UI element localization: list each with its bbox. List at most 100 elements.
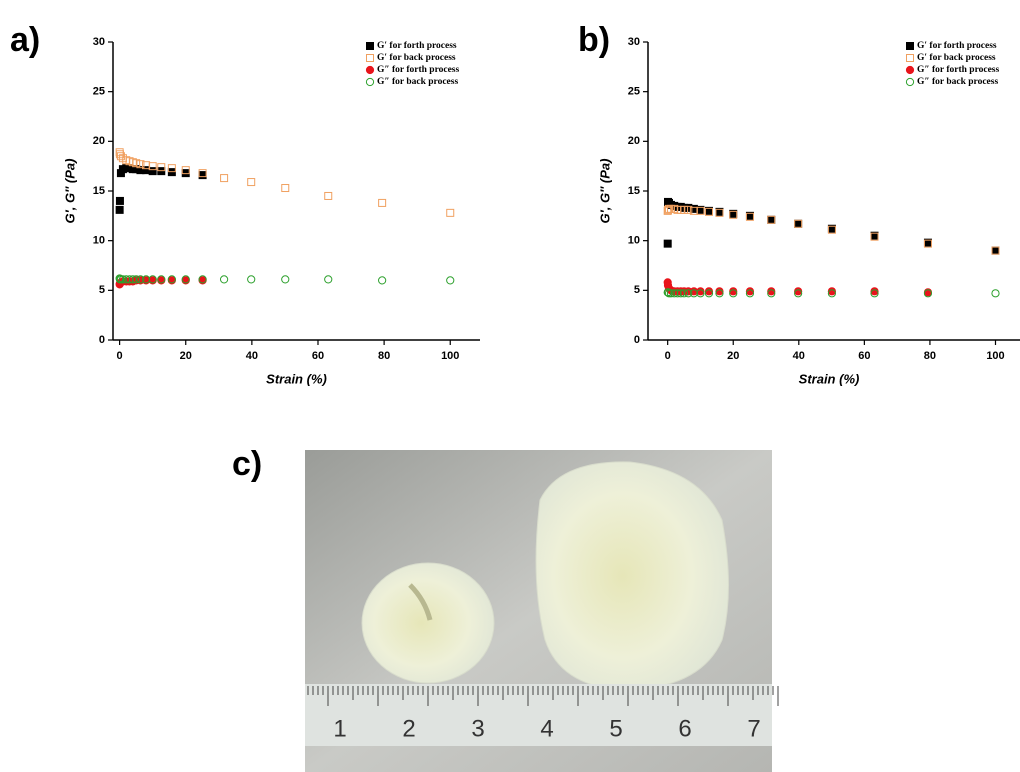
data-point xyxy=(247,178,256,187)
data-point xyxy=(715,289,724,298)
data-point xyxy=(729,210,738,219)
data-point xyxy=(827,287,837,296)
y-tick-label: 25 xyxy=(93,86,105,98)
y-axis-title: G′, G″ (Pa) xyxy=(62,159,77,224)
legend-marker xyxy=(906,54,914,62)
data-point xyxy=(115,196,124,205)
data-point xyxy=(136,275,145,284)
x-tick-label: 40 xyxy=(246,350,258,362)
data-point xyxy=(324,275,333,284)
legend-label: G″ for back process xyxy=(917,77,998,87)
data-point xyxy=(198,171,207,180)
data-point xyxy=(132,159,141,168)
x-axis-title: Strain (%) xyxy=(266,371,327,386)
ruler-label: 4 xyxy=(540,715,553,742)
data-point xyxy=(696,206,705,215)
data-point xyxy=(132,275,141,284)
legend-label: G″ for forth process xyxy=(377,65,460,75)
y-tick-label: 15 xyxy=(93,185,105,197)
data-point xyxy=(704,287,714,296)
data-point xyxy=(219,275,229,284)
x-tick-label: 80 xyxy=(378,350,390,362)
legend-marker xyxy=(366,54,374,62)
x-tick-label: 60 xyxy=(858,350,870,362)
x-tick-label: 60 xyxy=(312,350,324,362)
data-point xyxy=(148,167,157,176)
data-point xyxy=(745,289,755,298)
legend-marker xyxy=(366,42,374,50)
data-point xyxy=(715,208,724,217)
ruler-label: 1 xyxy=(333,715,346,742)
data-point xyxy=(378,276,387,285)
data-point xyxy=(827,225,836,234)
data-point xyxy=(991,246,1000,255)
data-point xyxy=(827,289,837,298)
data-point xyxy=(663,205,672,214)
data-point xyxy=(704,289,714,298)
data-point xyxy=(673,289,682,298)
legend-marker xyxy=(905,77,915,87)
data-point xyxy=(122,275,131,284)
panel-label: c) xyxy=(232,445,262,483)
data-point xyxy=(794,289,803,298)
ruler-label: 5 xyxy=(609,715,622,742)
data-point xyxy=(870,232,879,241)
data-point xyxy=(704,207,713,216)
data-point xyxy=(181,166,190,175)
data-point xyxy=(141,275,151,284)
y-tick-label: 20 xyxy=(628,135,640,147)
data-point xyxy=(696,289,705,298)
panel-label: b) xyxy=(578,21,610,59)
data-point xyxy=(148,275,157,284)
ruler-label: 7 xyxy=(747,715,760,742)
data-point xyxy=(148,162,157,171)
photo xyxy=(305,450,779,772)
y-tick-label: 10 xyxy=(93,235,105,247)
data-point xyxy=(767,215,776,224)
data-point xyxy=(116,275,126,284)
small-gel xyxy=(361,562,495,684)
data-point xyxy=(157,275,166,284)
data-point xyxy=(281,275,290,284)
large-gel xyxy=(535,461,729,691)
legend-label: G″ for forth process xyxy=(917,65,1000,75)
data-point xyxy=(684,289,693,298)
x-tick-label: 20 xyxy=(180,350,192,362)
legend-label: G′ for back process xyxy=(377,53,456,63)
y-tick-label: 10 xyxy=(628,235,640,247)
data-point xyxy=(923,289,933,298)
y-tick-label: 20 xyxy=(93,135,105,147)
y-tick-label: 30 xyxy=(628,36,640,48)
data-point xyxy=(680,205,689,214)
legend-marker xyxy=(906,42,914,50)
y-tick-label: 5 xyxy=(634,284,640,296)
data-point xyxy=(870,289,879,298)
data-point xyxy=(198,169,207,178)
ruler-label: 3 xyxy=(471,715,484,742)
data-point xyxy=(125,275,134,284)
gel-crease xyxy=(408,583,433,621)
data-point xyxy=(715,287,724,296)
legend-label: G′ for forth process xyxy=(917,41,997,51)
data-point xyxy=(118,275,128,284)
data-point xyxy=(181,275,190,284)
data-point xyxy=(324,191,333,200)
data-point xyxy=(870,287,879,296)
data-point xyxy=(745,287,755,296)
y-tick-label: 15 xyxy=(628,185,640,197)
data-point xyxy=(670,289,679,298)
x-axis-title: Strain (%) xyxy=(799,371,860,386)
data-point xyxy=(247,275,256,284)
data-point xyxy=(923,239,932,248)
data-point xyxy=(745,212,754,221)
ruler-label: 2 xyxy=(402,715,415,742)
data-point xyxy=(136,160,145,169)
x-tick-label: 80 xyxy=(924,350,936,362)
data-point xyxy=(991,289,1000,298)
x-tick-label: 0 xyxy=(117,350,123,362)
legend-label: G′ for forth process xyxy=(377,41,457,51)
data-point xyxy=(729,287,738,296)
panel-label: a) xyxy=(10,21,40,59)
